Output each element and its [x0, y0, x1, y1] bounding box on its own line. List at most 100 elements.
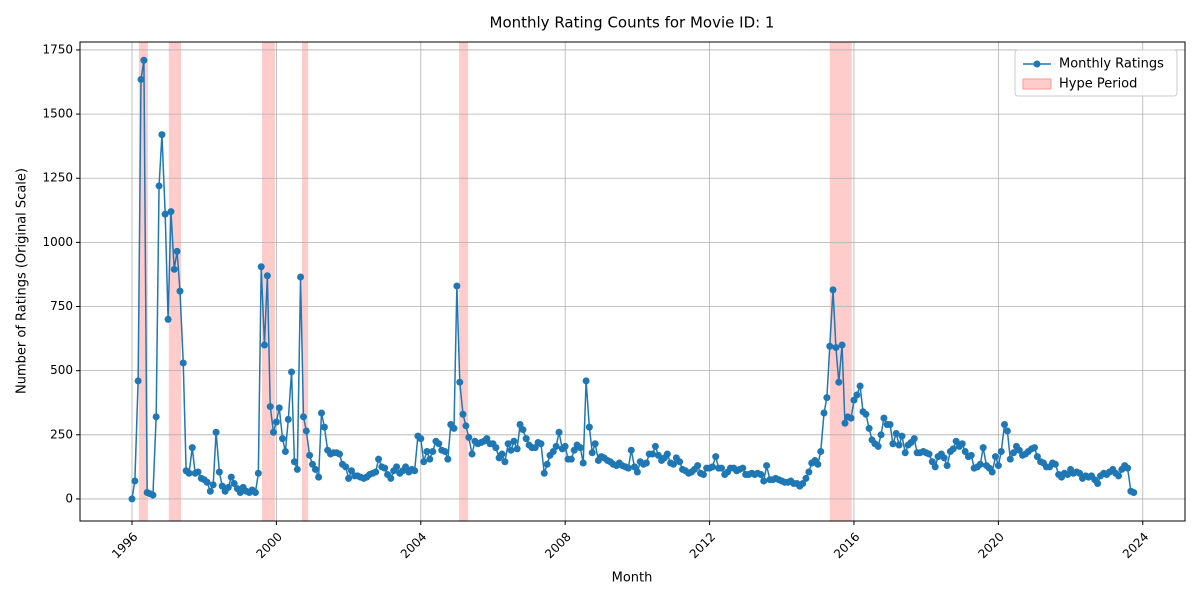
- data-point: [387, 474, 395, 482]
- data-point: [850, 396, 858, 404]
- data-point: [892, 430, 900, 438]
- data-point: [952, 437, 960, 445]
- data-point: [988, 468, 996, 476]
- data-point: [260, 341, 268, 349]
- x-tick-label: 2000: [253, 530, 284, 561]
- data-point: [224, 483, 232, 491]
- data-point: [203, 478, 211, 486]
- data-point: [302, 427, 310, 435]
- data-point: [994, 462, 1002, 470]
- data-point: [1064, 471, 1072, 479]
- data-point: [453, 282, 461, 290]
- data-point: [537, 440, 545, 448]
- data-point: [134, 377, 142, 385]
- data-point: [651, 442, 659, 450]
- data-point: [555, 428, 563, 436]
- data-point: [1130, 489, 1138, 497]
- data-point: [423, 447, 431, 455]
- data-point: [910, 435, 918, 443]
- data-point: [507, 446, 515, 454]
- data-point: [293, 465, 301, 473]
- data-point: [411, 467, 419, 475]
- data-point: [230, 480, 238, 488]
- data-point: [799, 480, 807, 488]
- data-point: [465, 433, 473, 441]
- data-point: [865, 424, 873, 432]
- y-tick-label: 500: [50, 363, 73, 377]
- data-point: [829, 286, 837, 294]
- data-point: [236, 489, 244, 497]
- data-point: [669, 460, 677, 468]
- data-point: [1003, 427, 1011, 435]
- data-point: [372, 468, 380, 476]
- data-point: [649, 450, 657, 458]
- data-point: [940, 454, 948, 462]
- y-tick-label: 0: [65, 491, 73, 505]
- data-point: [519, 426, 527, 434]
- y-axis-label: Number of Ratings (Original Scale): [15, 168, 30, 394]
- data-point: [420, 458, 428, 466]
- data-point: [1033, 453, 1041, 461]
- data-point: [444, 455, 452, 463]
- data-point: [856, 382, 864, 390]
- data-point: [140, 56, 148, 64]
- data-point: [1015, 446, 1023, 454]
- data-point: [633, 468, 641, 476]
- data-point: [504, 440, 512, 448]
- data-point: [188, 444, 196, 452]
- data-point: [215, 468, 223, 476]
- chart-title: Monthly Rating Counts for Movie ID: 1: [490, 14, 775, 32]
- data-point: [540, 469, 548, 477]
- data-point: [513, 445, 521, 453]
- data-point: [375, 455, 383, 463]
- data-point: [958, 440, 966, 448]
- data-point: [627, 446, 635, 454]
- data-point: [931, 463, 939, 471]
- data-point: [288, 368, 296, 376]
- data-point: [441, 447, 449, 455]
- data-point: [826, 342, 834, 350]
- data-point: [179, 359, 187, 367]
- data-point: [227, 473, 235, 481]
- data-point: [814, 460, 822, 468]
- data-point: [161, 210, 169, 218]
- data-point: [591, 440, 599, 448]
- x-tick-label: 2008: [542, 530, 573, 561]
- hype-span: [138, 42, 148, 521]
- data-point: [306, 451, 314, 459]
- legend-label: Hype Period: [1059, 77, 1137, 92]
- data-point: [137, 75, 145, 83]
- data-point: [1051, 460, 1059, 468]
- data-point: [1115, 472, 1123, 480]
- data-point: [552, 442, 560, 450]
- data-point: [877, 431, 885, 439]
- data-point: [429, 447, 437, 455]
- data-point: [218, 482, 226, 490]
- data-point: [717, 464, 725, 472]
- data-point: [976, 460, 984, 468]
- data-point: [342, 463, 350, 471]
- data-point: [895, 441, 903, 449]
- data-point: [549, 447, 557, 455]
- hype-span: [168, 42, 182, 521]
- data-point: [251, 489, 259, 497]
- data-point: [435, 440, 443, 448]
- data-point: [943, 462, 951, 470]
- x-axis-label: Month: [612, 571, 653, 586]
- data-point: [417, 435, 425, 443]
- data-point: [760, 477, 768, 485]
- data-point: [194, 468, 202, 476]
- data-point: [1030, 444, 1038, 452]
- data-point: [1010, 449, 1018, 457]
- data-point: [862, 410, 870, 418]
- data-point: [128, 495, 136, 503]
- data-point: [588, 449, 596, 457]
- x-tick-label: 2020: [975, 530, 1006, 561]
- data-point: [582, 377, 590, 385]
- data-point: [886, 421, 894, 429]
- data-point: [272, 418, 280, 426]
- data-point: [847, 414, 855, 422]
- data-point: [185, 469, 193, 477]
- data-point: [1094, 480, 1102, 488]
- data-point: [576, 444, 584, 452]
